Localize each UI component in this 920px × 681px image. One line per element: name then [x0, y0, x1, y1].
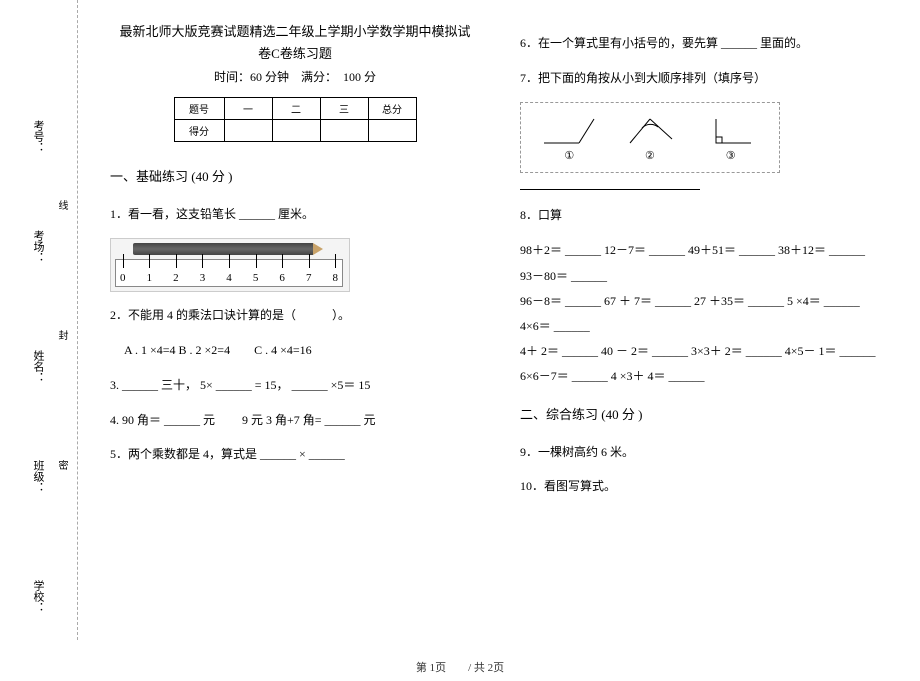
score-table: 题号 一 二 三 总分 得分: [174, 97, 417, 142]
angle-obtuse-icon: [539, 113, 599, 147]
question-3: 3. ______ 三十， 5× ______ = 15， ______ ×5＝…: [110, 374, 480, 397]
angle-right-icon: [701, 113, 761, 147]
binding-margin: 考号： 考场： 姓名： 班级： 学校： 线 封 密: [48, 0, 78, 640]
ruler-mark: 6: [279, 272, 285, 284]
angle-acute-icon: [620, 113, 680, 147]
page-body: 最新北师大版竞赛试题精选二年级上学期小学数学期中模拟试 卷C卷练习题 时间：60…: [90, 0, 910, 660]
page-footer: 第 1页 / 共 2页: [0, 659, 920, 675]
question-5: 5．两个乘数都是 4，算式是 ______ × ______: [110, 443, 480, 466]
ruler-mark: 4: [226, 272, 232, 284]
score-hdr: 三: [320, 98, 368, 120]
angle-2: ②: [620, 113, 680, 162]
binding-label: 考号：: [30, 120, 46, 153]
question-9: 9．一棵树高约 6 米。: [520, 441, 890, 464]
score-hdr: 总分: [368, 98, 416, 120]
ruler-mark: 0: [120, 272, 126, 284]
question-7: 7．把下面的角按从小到大顺序排列（填序号）: [520, 67, 890, 90]
score-hdr: 二: [272, 98, 320, 120]
seam-char: 封: [54, 330, 69, 340]
question-6: 6．在一个算式里有小括号的，要先算 ______ 里面的。: [520, 32, 890, 55]
score-hdr: 题号: [174, 98, 224, 120]
section-heading-1: 一、基础练习 (40 分 ): [110, 166, 480, 185]
answer-line: [520, 189, 700, 190]
left-column: 最新北师大版竞赛试题精选二年级上学期小学数学期中模拟试 卷C卷练习题 时间：60…: [90, 0, 500, 660]
calc-line: 4＋ 2＝ ______ 40 － 2＝ ______ 3×3＋ 2＝ ____…: [520, 339, 890, 364]
calc-line: 93－80＝ ______: [520, 264, 890, 289]
score-row-label: 得分: [174, 120, 224, 142]
question-2-options: A . 1 ×4=4 B . 2 ×2=4 C . 4 ×4=16: [110, 339, 480, 362]
binding-label: 班级：: [30, 460, 46, 493]
section-heading-2: 二、综合练习 (40 分 ): [520, 404, 890, 423]
question-8-body: 98＋2＝ ______ 12－7＝ ______ 49＋51＝ ______ …: [520, 238, 890, 389]
q4-part: 4. 90 角＝ ______ 元: [110, 413, 215, 427]
binding-label: 考场：: [30, 230, 46, 263]
question-2: 2．不能用 4 的乘法口诀计算的是（ ）。: [110, 304, 480, 327]
score-cell: [368, 120, 416, 142]
calc-line: 6×6－7＝ ______ 4 ×3＋ 4＝ ______: [520, 364, 890, 389]
ruler-mark: 1: [147, 272, 153, 284]
ruler-scale: 0 1 2 3 4 5 6 7 8: [115, 259, 343, 287]
binding-label: 学校：: [30, 580, 46, 613]
score-cell: [272, 120, 320, 142]
score-hdr: 一: [224, 98, 272, 120]
angle-label: ③: [726, 150, 736, 162]
angle-label: ②: [645, 150, 655, 162]
ruler-mark: 5: [253, 272, 259, 284]
seam-char: 线: [54, 200, 69, 210]
question-4: 4. 90 角＝ ______ 元 9 元 3 角+7 角= ______ 元: [110, 409, 480, 432]
pencil-icon: [133, 243, 313, 255]
score-cell: [320, 120, 368, 142]
angle-1: ①: [539, 113, 599, 162]
score-cell: [224, 120, 272, 142]
angle-3: ③: [701, 113, 761, 162]
right-column: 6．在一个算式里有小括号的，要先算 ______ 里面的。 7．把下面的角按从小…: [500, 0, 910, 660]
q3-part: 3. ______ 三十，: [110, 378, 197, 392]
calc-line: 4×6＝ ______: [520, 314, 890, 339]
ruler-mark: 8: [333, 272, 339, 284]
angles-figure: ① ② ③: [520, 102, 780, 173]
ruler-figure: 0 1 2 3 4 5 6 7 8: [110, 238, 350, 292]
exam-title-1: 最新北师大版竞赛试题精选二年级上学期小学数学期中模拟试: [110, 20, 480, 43]
calc-line: 96－8＝ ______ 67 ＋ 7＝ ______ 27 ＋35＝ ____…: [520, 289, 890, 314]
question-10: 10．看图写算式。: [520, 475, 890, 498]
question-8-heading: 8．口算: [520, 204, 890, 227]
ruler-mark: 3: [200, 272, 206, 284]
ruler-mark: 7: [306, 272, 312, 284]
ruler-mark: 2: [173, 272, 179, 284]
exam-title-2: 卷C卷练习题: [110, 43, 480, 62]
q3-part: ______ ×5＝ 15: [292, 378, 371, 392]
q3-part: 5× ______ = 15，: [200, 378, 289, 392]
q4-part: 9 元 3 角+7 角= ______ 元: [242, 413, 376, 427]
angle-label: ①: [564, 150, 574, 162]
exam-timing: 时间：60 分钟 满分： 100 分: [110, 68, 480, 85]
binding-label: 姓名：: [30, 350, 46, 383]
calc-line: 98＋2＝ ______ 12－7＝ ______ 49＋51＝ ______ …: [520, 238, 890, 263]
seam-char: 密: [54, 460, 69, 470]
question-1: 1．看一看，这支铅笔长 ______ 厘米。: [110, 203, 480, 226]
